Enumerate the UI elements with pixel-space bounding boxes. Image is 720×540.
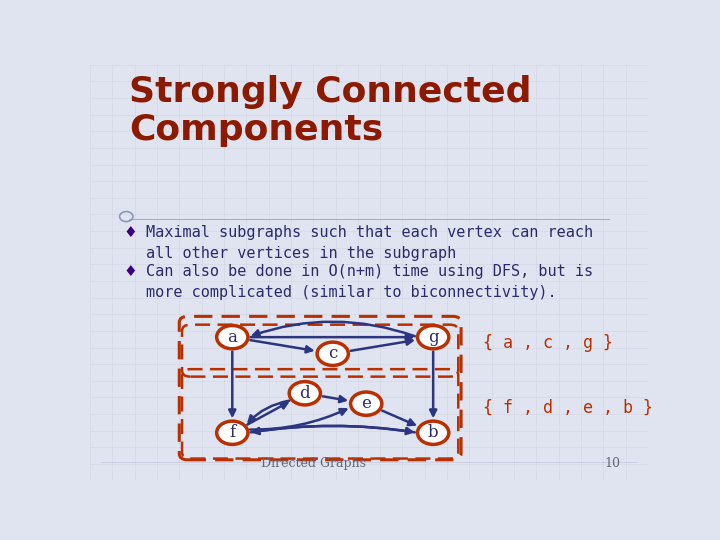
Circle shape <box>217 326 248 349</box>
Text: all other vertices in the subgraph: all other vertices in the subgraph <box>145 246 456 261</box>
Text: Components: Components <box>129 113 383 147</box>
Text: b: b <box>428 424 438 441</box>
Text: d: d <box>300 385 310 402</box>
Circle shape <box>317 342 348 366</box>
Text: a: a <box>228 329 237 346</box>
Text: more complicated (similar to biconnectivity).: more complicated (similar to biconnectiv… <box>145 285 557 300</box>
Text: Maximal subgraphs such that each vertex can reach: Maximal subgraphs such that each vertex … <box>145 225 593 240</box>
Text: Directed Graphs: Directed Graphs <box>261 457 366 470</box>
Circle shape <box>418 326 449 349</box>
Text: Strongly Connected: Strongly Connected <box>129 75 531 109</box>
Circle shape <box>418 421 449 444</box>
Text: ♦: ♦ <box>124 225 137 240</box>
Text: Can also be done in O(n+m) time using DFS, but is: Can also be done in O(n+m) time using DF… <box>145 265 593 279</box>
Circle shape <box>351 392 382 415</box>
Text: { f , d , e , b }: { f , d , e , b } <box>483 399 653 417</box>
Text: c: c <box>328 345 338 362</box>
Text: ♦: ♦ <box>124 265 137 279</box>
Circle shape <box>217 421 248 444</box>
Text: g: g <box>428 329 438 346</box>
Text: e: e <box>361 395 371 412</box>
Text: 10: 10 <box>604 457 620 470</box>
Text: f: f <box>229 424 235 441</box>
Text: { a , c , g }: { a , c , g } <box>483 334 613 353</box>
Circle shape <box>289 382 320 405</box>
